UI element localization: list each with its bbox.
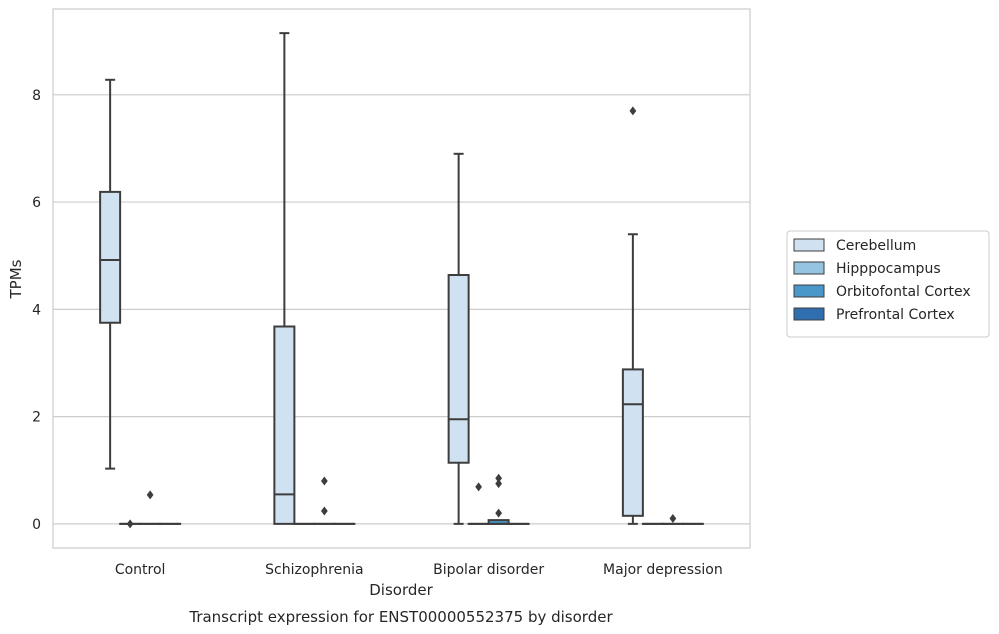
box-cerebellum <box>447 152 470 525</box>
y-tick-label: 0 <box>32 517 41 533</box>
box-orbitofontal-cortex <box>487 473 510 525</box>
outlier-point <box>475 482 482 492</box>
x-tick-label: Control <box>115 562 166 578</box>
legend-label: Hipppocampus <box>836 261 941 277</box>
x-tick-label: Major depression <box>603 562 723 578</box>
legend-label: Orbitofontal Cortex <box>836 284 971 300</box>
x-tick-label: Schizophrenia <box>265 562 363 578</box>
outlier-point <box>495 479 502 489</box>
legend-swatch <box>793 307 825 321</box>
outlier-point <box>321 476 328 486</box>
x-tick-label: Bipolar disorder <box>433 562 544 578</box>
y-tick-label: 2 <box>32 410 41 426</box>
box-hipppocampus <box>119 519 142 529</box>
legend: Cerebellum Hipppocampus Orbitofontal Corte… <box>786 230 990 338</box>
box-orbitofontal-cortex <box>661 514 684 525</box>
y-axis-title: TPMs <box>7 259 25 299</box>
outlier-point <box>495 508 502 518</box>
box-body <box>99 190 122 324</box>
outlier-point <box>321 506 328 516</box>
y-tick-label: 6 <box>32 195 41 211</box>
box-cerebellum <box>273 32 296 525</box>
legend-label: Cerebellum <box>836 238 916 254</box>
outlier-point <box>126 519 134 529</box>
box-body <box>447 274 470 464</box>
outlier-point <box>146 490 154 500</box>
box-cerebellum <box>99 78 122 470</box>
box-orbitofontal-cortex <box>313 476 336 525</box>
legend-swatch <box>793 238 825 252</box>
legend-frame <box>786 230 990 338</box>
outlier-point <box>495 473 502 483</box>
legend-swatch <box>793 261 825 275</box>
y-tick-label: 8 <box>32 88 41 104</box>
x-axis-title: Disorder <box>369 581 433 599</box>
box-body <box>621 368 644 517</box>
outlier-point <box>629 106 637 116</box>
x-tick-labels: Control Schizophrenia Bipolar disorder Majo… <box>115 562 723 578</box>
box-cerebellum <box>621 106 644 525</box>
box-body <box>273 325 296 525</box>
y-tick-label: 4 <box>32 302 41 318</box>
box-orbitofontal-cortex <box>139 490 162 525</box>
outlier-point <box>669 514 677 524</box>
gridlines <box>53 94 750 525</box>
legend-swatch <box>793 284 825 298</box>
box-groups <box>99 32 704 529</box>
chart-caption: Transcript expression for ENST0000055237… <box>188 608 613 626</box>
legend-label: Prefrontal Cortex <box>836 307 955 323</box>
box-hipppocampus <box>467 482 490 525</box>
y-tick-labels: 0 2 4 6 8 <box>32 88 41 533</box>
plot-frame <box>52 8 751 549</box>
